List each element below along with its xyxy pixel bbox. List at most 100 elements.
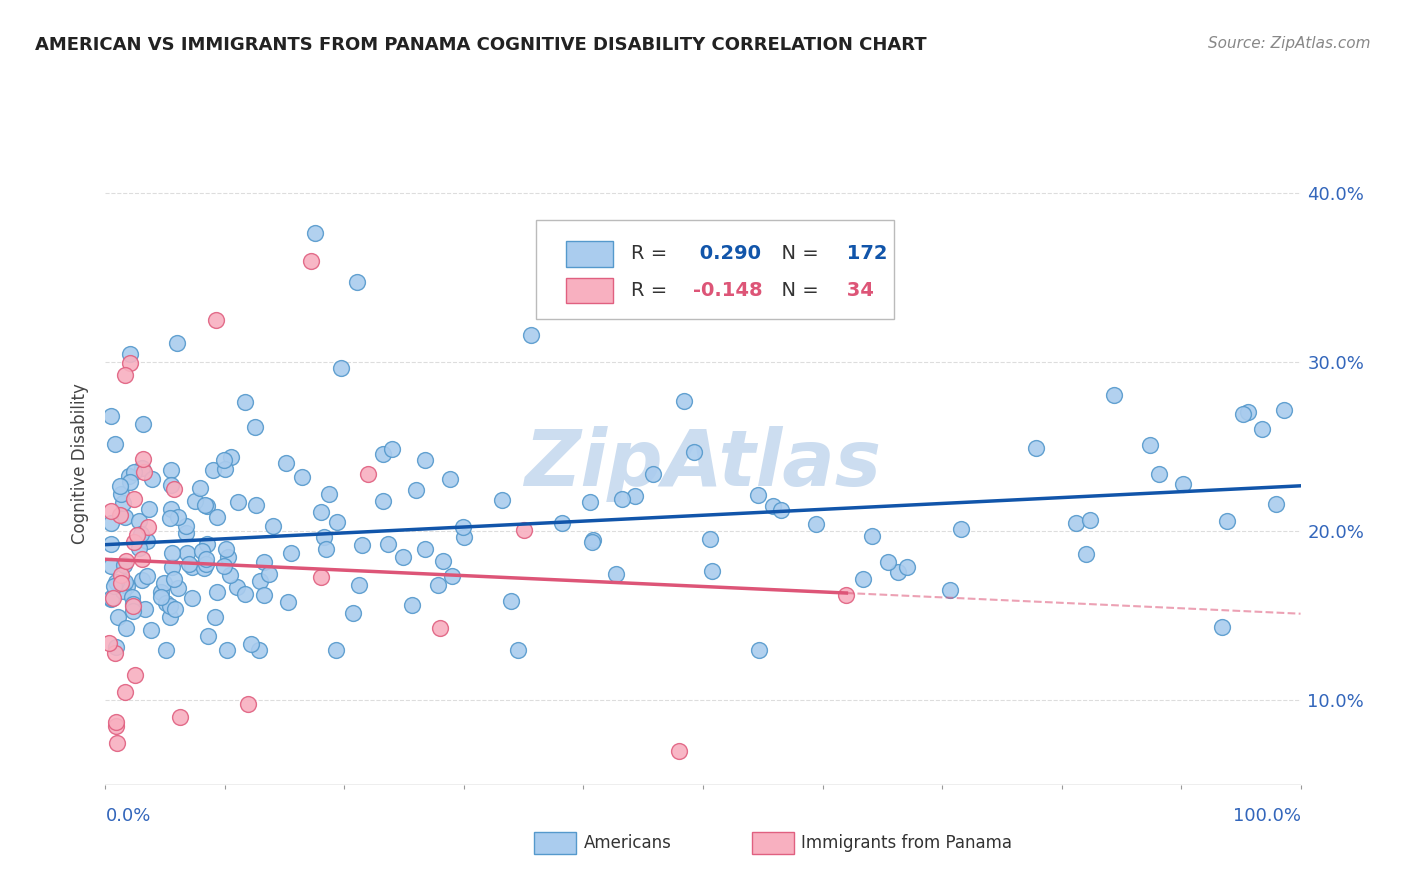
- Point: [373, 447, 395, 461]
- Text: -0.148: -0.148: [693, 281, 763, 300]
- Point: [163, 482, 186, 496]
- Point: [1064, 516, 1087, 530]
- Text: Americans: Americans: [583, 834, 672, 852]
- Point: [939, 582, 962, 597]
- Point: [226, 580, 249, 594]
- Point: [672, 393, 695, 408]
- Point: [748, 642, 770, 657]
- Point: [318, 487, 340, 501]
- Point: [243, 420, 266, 434]
- Point: [131, 526, 153, 541]
- Point: [122, 492, 145, 507]
- Point: [668, 744, 690, 758]
- Point: [253, 555, 276, 569]
- Point: [103, 579, 125, 593]
- Point: [163, 572, 186, 586]
- Point: [520, 328, 543, 343]
- Point: [747, 488, 769, 502]
- Point: [610, 492, 633, 507]
- Point: [195, 551, 218, 566]
- Point: [177, 557, 200, 571]
- Point: [700, 564, 723, 578]
- Point: [212, 558, 235, 573]
- Point: [108, 508, 131, 522]
- Point: [245, 498, 267, 512]
- Text: N =: N =: [769, 281, 818, 300]
- Point: [132, 417, 155, 431]
- Point: [100, 516, 122, 530]
- Point: [115, 554, 138, 568]
- Point: [312, 531, 335, 545]
- Point: [280, 546, 302, 560]
- Point: [167, 581, 190, 595]
- Point: [217, 549, 239, 564]
- Point: [112, 496, 135, 510]
- Text: R =: R =: [631, 281, 668, 300]
- Text: AMERICAN VS IMMIGRANTS FROM PANAMA COGNITIVE DISABILITY CORRELATION CHART: AMERICAN VS IMMIGRANTS FROM PANAMA COGNI…: [35, 36, 927, 54]
- Point: [215, 542, 238, 557]
- Point: [111, 583, 134, 598]
- Point: [346, 276, 368, 290]
- Point: [139, 623, 162, 637]
- FancyBboxPatch shape: [565, 277, 613, 303]
- Point: [240, 637, 263, 651]
- Point: [291, 469, 314, 483]
- Point: [212, 453, 235, 467]
- Point: [105, 640, 128, 654]
- Point: [413, 541, 436, 556]
- Point: [440, 568, 463, 582]
- Point: [100, 537, 122, 551]
- Point: [769, 503, 792, 517]
- Point: [551, 516, 574, 530]
- Text: 100.0%: 100.0%: [1233, 807, 1301, 825]
- Point: [110, 568, 132, 582]
- Point: [1216, 514, 1239, 528]
- Point: [115, 621, 138, 635]
- Point: [127, 527, 149, 541]
- Point: [100, 559, 122, 574]
- Point: [194, 499, 217, 513]
- Point: [169, 710, 191, 724]
- Point: [105, 574, 128, 589]
- Point: [325, 642, 347, 657]
- Point: [451, 520, 474, 534]
- Point: [100, 409, 122, 424]
- Point: [141, 472, 163, 486]
- Point: [247, 642, 270, 657]
- Point: [124, 668, 146, 682]
- Point: [122, 604, 145, 618]
- Point: [118, 347, 141, 361]
- Text: 34: 34: [841, 281, 875, 300]
- Point: [160, 477, 183, 491]
- Point: [131, 573, 153, 587]
- Text: ZipAtlas: ZipAtlas: [524, 425, 882, 502]
- Point: [401, 598, 423, 612]
- Point: [184, 494, 207, 508]
- Text: R =: R =: [631, 244, 668, 263]
- Point: [699, 532, 721, 546]
- Point: [887, 566, 910, 580]
- Text: 0.290: 0.290: [693, 244, 762, 263]
- Point: [896, 559, 918, 574]
- Point: [155, 642, 177, 657]
- Point: [160, 502, 183, 516]
- Point: [100, 591, 122, 605]
- Point: [114, 685, 136, 699]
- Point: [513, 523, 536, 537]
- Point: [506, 642, 529, 657]
- Point: [190, 544, 212, 558]
- Point: [949, 522, 972, 536]
- Text: 0.0%: 0.0%: [105, 807, 150, 825]
- Point: [114, 368, 136, 383]
- Point: [429, 621, 451, 635]
- Point: [105, 714, 128, 729]
- Text: 172: 172: [841, 244, 889, 263]
- Point: [135, 568, 157, 582]
- Point: [110, 486, 132, 500]
- Point: [219, 450, 242, 464]
- Point: [253, 588, 276, 602]
- Point: [347, 577, 370, 591]
- Point: [413, 453, 436, 467]
- Point: [104, 437, 127, 451]
- Point: [579, 494, 602, 508]
